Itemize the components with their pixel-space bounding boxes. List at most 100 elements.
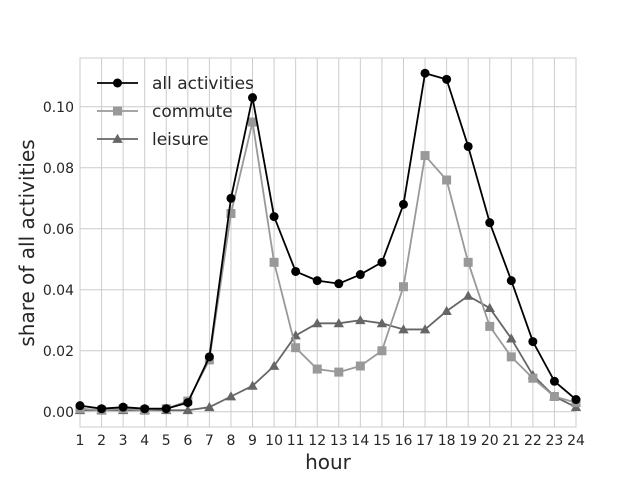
legend-label: commute xyxy=(152,102,233,122)
y-tick-label: 0.00 xyxy=(43,405,74,421)
data-point-commute xyxy=(442,175,452,185)
x-tick-labels: 1 2 3 4 5 6 7 8 9 10 11 12 13 14 15 16 17 18 19 20 21 22 23 24 xyxy=(76,433,585,449)
legend-label: leisure xyxy=(152,130,209,150)
data-point-all-activities xyxy=(420,68,430,78)
x-tick-label: 13 xyxy=(330,433,348,449)
x-tick-label: 11 xyxy=(287,433,305,449)
data-point-leisure xyxy=(182,405,194,415)
data-point-leisure xyxy=(268,360,280,370)
data-point-commute xyxy=(549,392,559,402)
data-point-leisure xyxy=(376,318,388,328)
data-point-all-activities xyxy=(549,376,559,386)
y-tick-label: 0.04 xyxy=(43,283,74,299)
data-point-all-activities xyxy=(183,398,193,408)
data-point-all-activities xyxy=(334,279,344,289)
x-tick-label: 5 xyxy=(162,433,171,449)
data-point-commute xyxy=(528,373,538,383)
x-tick-label: 6 xyxy=(183,433,192,449)
data-point-commute xyxy=(291,343,301,353)
data-point-commute xyxy=(248,117,258,127)
series-all-activities xyxy=(75,68,581,414)
data-point-all-activities xyxy=(442,74,452,84)
x-tick-label: 12 xyxy=(308,433,326,449)
x-tick-label: 4 xyxy=(140,433,149,449)
x-axis-label: hour xyxy=(305,450,352,474)
data-point-leisure xyxy=(462,290,474,300)
data-point-all-activities xyxy=(312,276,322,286)
y-tick-label: 0.02 xyxy=(43,344,74,360)
data-point-all-activities xyxy=(463,141,473,151)
x-tick-label: 15 xyxy=(373,433,391,449)
data-point-all-activities xyxy=(248,93,258,103)
data-point-all-activities xyxy=(226,193,236,203)
x-tick-label: 18 xyxy=(438,433,456,449)
x-tick-label: 3 xyxy=(119,433,128,449)
data-point-all-activities xyxy=(377,257,387,267)
series-layer xyxy=(74,68,582,415)
legend-item-commute: commute xyxy=(97,102,233,122)
data-point-leisure xyxy=(312,318,323,328)
x-tick-label: 22 xyxy=(524,433,542,449)
data-point-all-activities xyxy=(140,404,150,414)
data-point-commute xyxy=(226,209,236,219)
x-tick-label: 10 xyxy=(265,433,283,449)
data-point-commute xyxy=(355,361,365,371)
y-tick-label: 0.08 xyxy=(43,161,74,177)
x-tick-label: 9 xyxy=(248,433,257,449)
legend-swatch-marker xyxy=(113,78,122,88)
x-tick-label: 23 xyxy=(546,433,564,449)
data-point-commute xyxy=(334,367,344,377)
legend-item-all-activities: all activities xyxy=(97,74,254,94)
data-point-commute xyxy=(463,257,473,267)
data-point-leisure xyxy=(441,305,452,316)
x-tick-label: 24 xyxy=(567,433,585,449)
data-point-all-activities xyxy=(355,270,365,280)
x-tick-label: 7 xyxy=(205,433,214,449)
y-tick-label: 0.10 xyxy=(43,100,74,116)
data-point-commute xyxy=(269,257,279,267)
x-tick-label: 19 xyxy=(459,433,477,449)
data-point-leisure xyxy=(484,302,495,312)
data-point-leisure xyxy=(333,318,344,328)
data-point-leisure xyxy=(225,391,237,401)
data-point-commute xyxy=(377,346,387,356)
data-point-leisure xyxy=(204,401,215,412)
x-tick-label: 16 xyxy=(395,433,413,449)
data-point-commute xyxy=(420,151,430,161)
data-point-all-activities xyxy=(291,266,301,276)
data-point-all-activities xyxy=(506,276,516,286)
data-point-commute xyxy=(312,364,322,374)
data-point-all-activities xyxy=(269,212,279,222)
data-point-all-activities xyxy=(528,337,538,347)
legend-swatch-marker xyxy=(113,106,122,116)
y-tick-label: 0.06 xyxy=(43,222,74,238)
data-point-all-activities xyxy=(204,352,214,362)
legend-item-leisure: leisure xyxy=(97,130,209,150)
data-point-commute xyxy=(485,321,495,331)
data-point-leisure xyxy=(506,333,517,343)
legend-label: all activities xyxy=(152,74,254,94)
plot-area xyxy=(79,57,577,428)
data-point-all-activities xyxy=(118,402,128,412)
data-point-all-activities xyxy=(485,218,495,228)
data-point-all-activities xyxy=(161,404,171,414)
x-tick-label: 2 xyxy=(97,433,106,449)
x-tick-label: 14 xyxy=(351,433,369,449)
x-tick-label: 17 xyxy=(416,433,434,449)
data-point-all-activities xyxy=(398,199,408,209)
x-tick-label: 8 xyxy=(226,433,235,449)
data-point-leisure xyxy=(247,380,258,390)
data-point-all-activities xyxy=(75,401,85,411)
data-point-commute xyxy=(398,282,408,292)
y-tick-labels: 0.00 0.02 0.04 0.06 0.08 0.10 xyxy=(43,100,74,421)
data-point-leisure xyxy=(355,315,366,325)
x-tick-label: 20 xyxy=(481,433,499,449)
data-point-all-activities xyxy=(97,404,107,414)
x-tick-label: 1 xyxy=(76,433,85,449)
data-point-leisure xyxy=(419,324,431,334)
x-tick-label: 21 xyxy=(502,433,520,449)
data-point-commute xyxy=(506,352,516,362)
legend-swatch-marker xyxy=(112,133,123,143)
legend: all activities commute leisure xyxy=(97,74,254,150)
